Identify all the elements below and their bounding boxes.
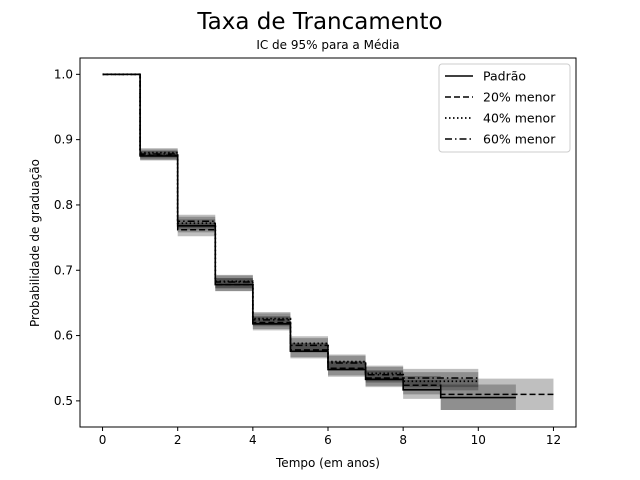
legend-frame (438, 63, 571, 153)
ci-band-series-2 (102, 74, 554, 411)
series-line-3 (102, 73, 479, 383)
x-tick-label: 10 (471, 433, 486, 447)
legend: Padrão 20% menor 40% menor 60% menor (438, 63, 571, 153)
y-axis-label: Probabilidade de graduação (28, 159, 42, 327)
legend-label-3: 40% menor (483, 111, 556, 126)
x-tick-label: 4 (249, 433, 257, 447)
confidence-bands (102, 74, 554, 411)
legend-label-4: 60% menor (483, 132, 556, 147)
x-tick-label: 2 (174, 433, 182, 447)
y-tick-label: 1.0 (54, 67, 73, 81)
x-tick-label: 0 (99, 433, 107, 447)
x-axis-ticks: 0 2 4 6 8 10 12 (99, 427, 561, 447)
x-tick-label: 12 (546, 433, 561, 447)
y-tick-label: 0.6 (54, 329, 73, 343)
y-tick-label: 0.5 (54, 394, 73, 408)
legend-label-2: 20% menor (483, 90, 556, 105)
series-line-4 (102, 73, 479, 379)
series-lines (102, 73, 554, 399)
x-tick-label: 6 (324, 433, 332, 447)
chart-subtitle: IC de 95% para a Média (256, 38, 399, 52)
x-tick-label: 8 (399, 433, 407, 447)
chart-title: Taxa de Trancamento (196, 9, 442, 35)
x-axis-label: Tempo (em anos) (275, 456, 380, 470)
legend-label-1: Padrão (483, 69, 526, 84)
y-axis-ticks: 0.5 0.6 0.7 0.8 0.9 1.0 (54, 67, 80, 408)
y-tick-label: 0.9 (54, 133, 73, 147)
y-tick-label: 0.8 (54, 198, 73, 212)
y-tick-label: 0.7 (54, 263, 73, 277)
